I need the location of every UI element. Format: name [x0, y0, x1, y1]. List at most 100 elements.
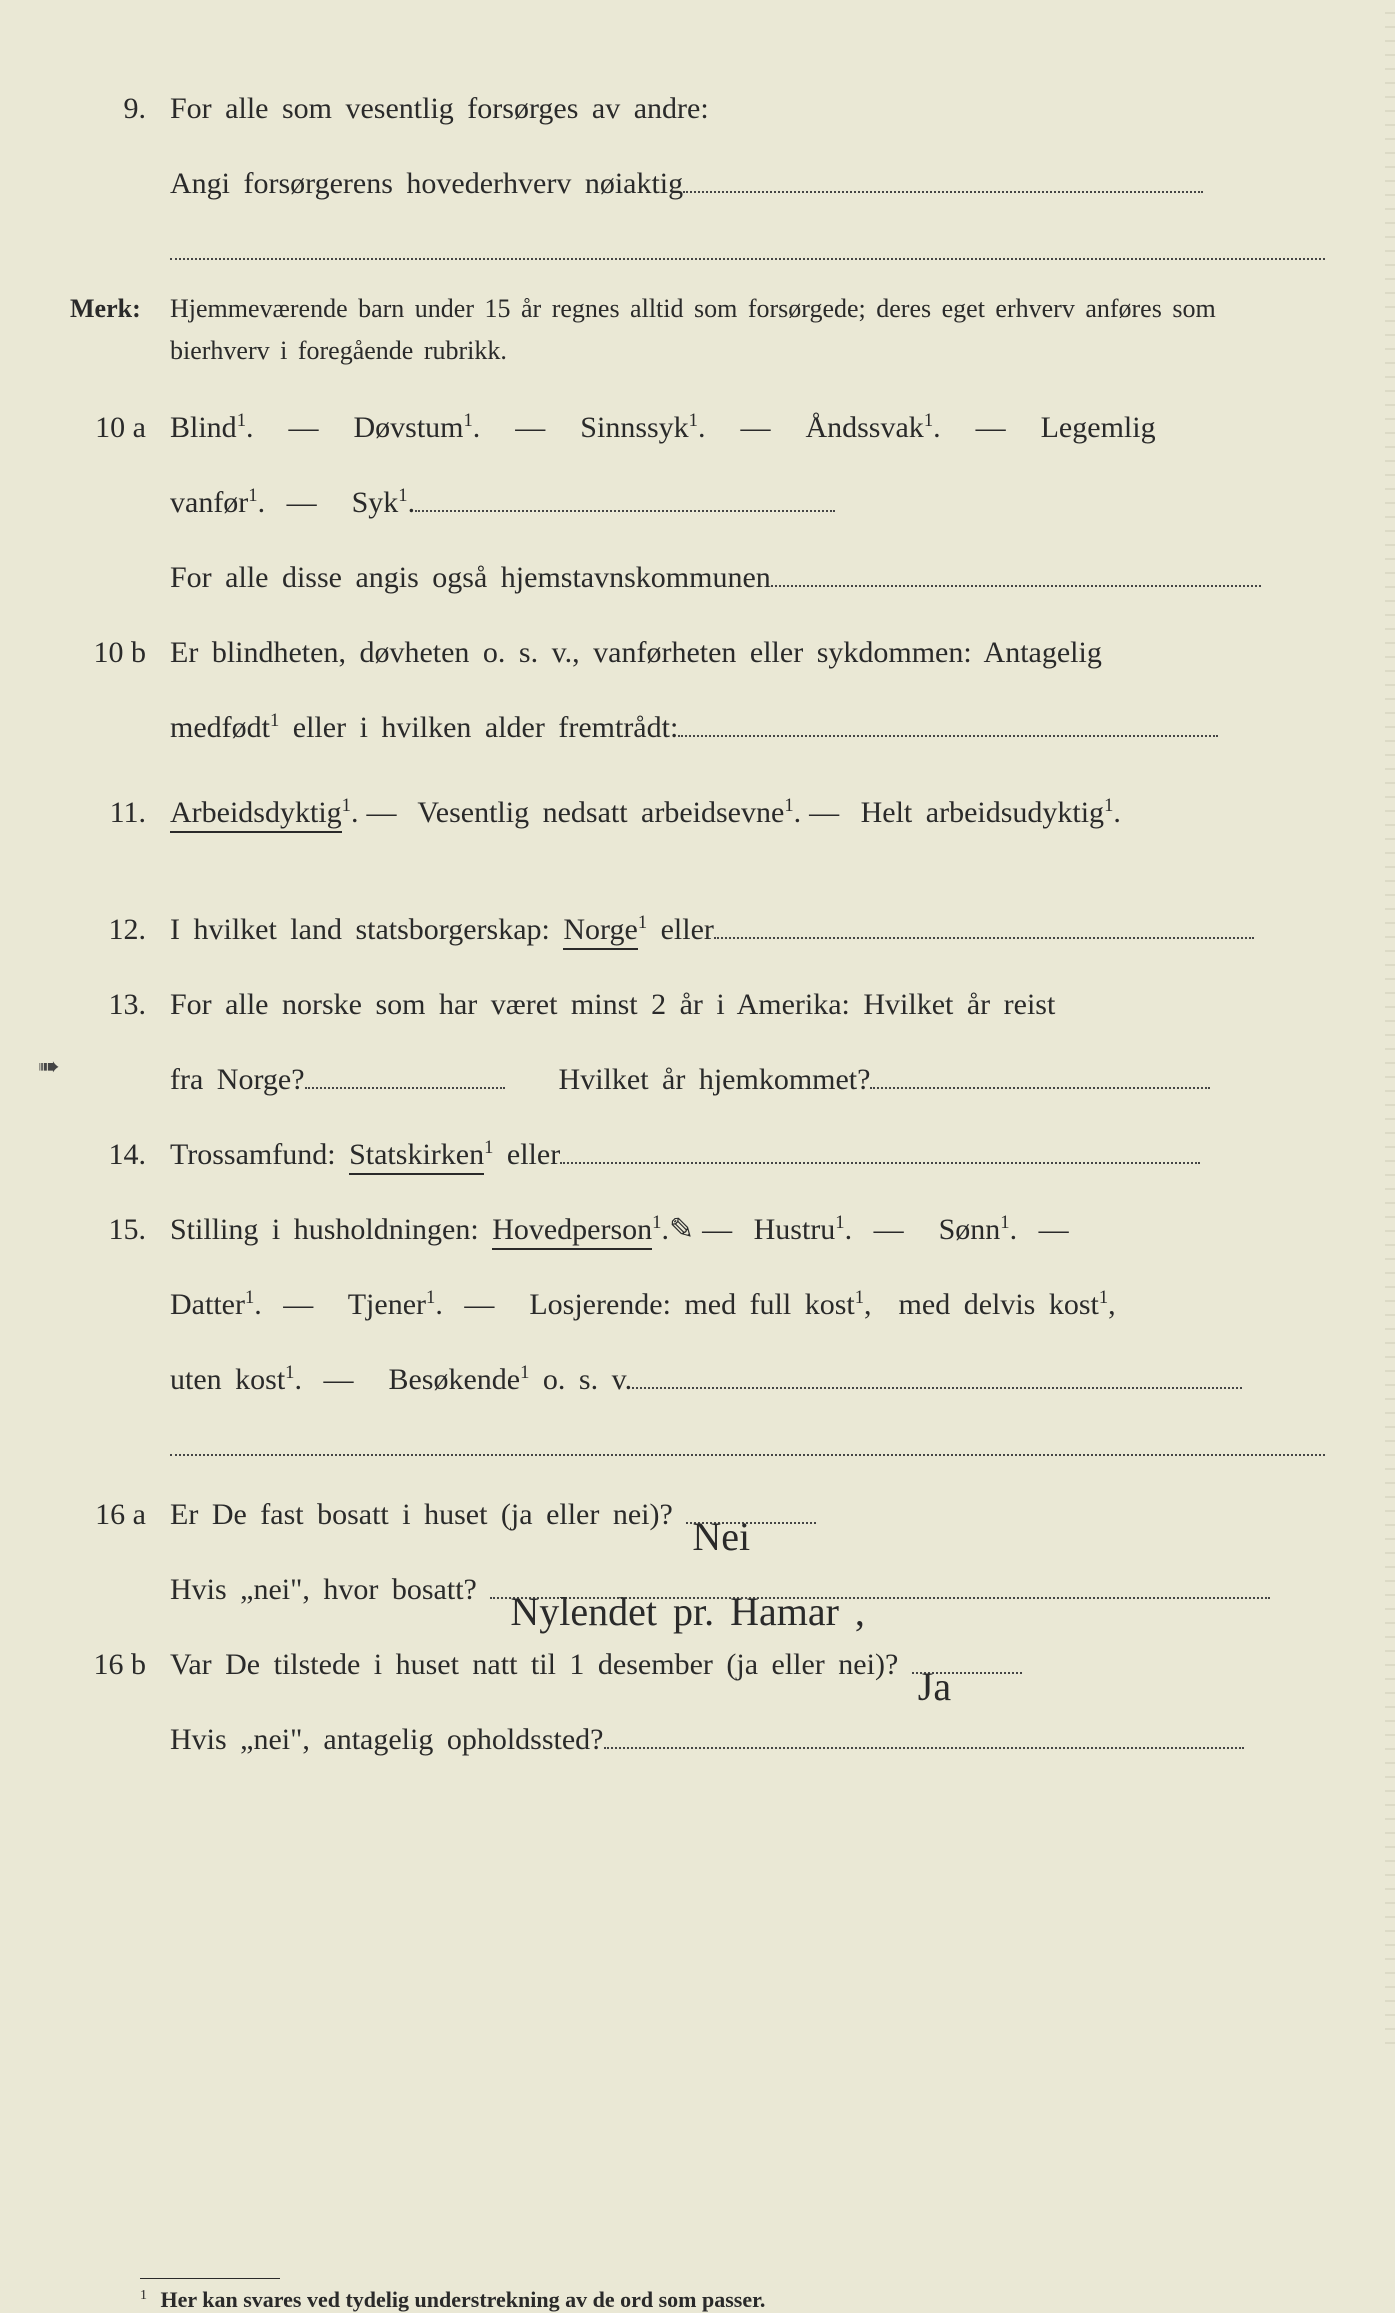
q10a-row1: 10 a Blind1. — Døvstum1. — Sinnssyk1. — …	[70, 399, 1325, 456]
q16b-line1: Var De tilstede i huset natt til 1 desem…	[170, 1636, 1325, 1693]
footnote-num: 1	[140, 2288, 147, 2303]
q10a-blind[interactable]: Blind	[170, 411, 237, 444]
q11-nedsatt[interactable]: Vesentlig nedsatt arbeidsevne	[417, 796, 784, 829]
q10a-options: Blind1. — Døvstum1. — Sinnssyk1. — Åndss…	[170, 399, 1325, 456]
q16a-q2: Hvis „nei", hvor bosatt?	[170, 1573, 477, 1606]
merk-row: Merk: Hjemmeværende barn under 15 år reg…	[70, 284, 1325, 371]
q16b-answer1-value: Ja	[918, 1649, 951, 1678]
q15-blank-full[interactable]	[170, 1426, 1325, 1456]
q10b-row1: 10 b Er blindheten, døvheten o. s. v., v…	[70, 624, 1325, 681]
q15-blank[interactable]	[632, 1360, 1242, 1389]
q15-row1: 15. Stilling i husholdningen: Hovedperso…	[70, 1201, 1325, 1258]
q16b-line2: Hvis „nei", antagelig opholdssted?	[170, 1711, 1325, 1768]
q13-text1: For alle norske som har været minst 2 år…	[170, 976, 1325, 1033]
q10a-line3: For alle disse angis også hjemstavnskomm…	[170, 549, 1325, 606]
q12-text: I hvilket land statsborgerskap: Norge1 e…	[170, 901, 1325, 958]
q13-row2: fra Norge? Hvilket år hjemkommet?	[70, 1051, 1325, 1108]
q13-franorge: fra Norge?	[170, 1063, 305, 1096]
q9-blank[interactable]	[683, 164, 1203, 193]
q15-line3: uten kost1. — Besøkende1 o. s. v.	[170, 1351, 1325, 1408]
q10a-row2: vanfør1. — Syk1.	[70, 474, 1325, 531]
q10a-legemlig[interactable]: Legemlig	[1041, 411, 1156, 444]
q13-hjemkommet: Hvilket år hjemkommet?	[559, 1063, 871, 1096]
q12-norge-selected[interactable]: Norge	[563, 913, 637, 950]
merk-text: Hjemmeværende barn under 15 år regnes al…	[170, 288, 1325, 371]
q16a-row1: 16 a Er De fast bosatt i huset (ja eller…	[70, 1486, 1325, 1543]
q13-row1: 13. For alle norske som har været minst …	[70, 976, 1325, 1033]
q10a-number: 10 a	[70, 399, 170, 456]
q10a-hjemstavns: For alle disse angis også hjemstavnskomm…	[170, 561, 771, 594]
q12-number: 12.	[70, 901, 170, 958]
q15-fullkost[interactable]: Losjerende: med full kost	[529, 1288, 854, 1321]
q16a-answer2-field[interactable]: Nylendet pr. Hamar ,	[490, 1570, 1270, 1599]
q9-text1: For alle som vesentlig forsørges av andr…	[170, 80, 1325, 137]
q16b-q2: Hvis „nei", antagelig opholdssted?	[170, 1723, 604, 1756]
q10a-blank2[interactable]	[771, 558, 1261, 587]
q10b-text1: Er blindheten, døvheten o. s. v., vanfør…	[170, 624, 1325, 681]
q11-row: 11. Arbeidsdyktig1.— Vesentlig nedsatt a…	[70, 784, 1325, 841]
q16b-row2: Hvis „nei", antagelig opholdssted?	[70, 1711, 1325, 1768]
q10b-blank[interactable]	[678, 708, 1218, 737]
q14-blank[interactable]	[560, 1135, 1200, 1164]
footnote-rule	[140, 2278, 280, 2279]
q15-besokende[interactable]: Besøkende	[388, 1363, 520, 1396]
q12-eller: eller	[647, 913, 714, 946]
q16a-row2: Hvis „nei", hvor bosatt? Nylendet pr. Ha…	[70, 1561, 1325, 1618]
q13-number: 13.	[70, 976, 170, 1033]
q10b-number: 10 b	[70, 624, 170, 681]
q15-sonn[interactable]: Sønn	[939, 1213, 1001, 1246]
q11-options: Arbeidsdyktig1.— Vesentlig nedsatt arbei…	[170, 784, 1325, 841]
q16a-answer1-field[interactable]: Nei	[686, 1495, 816, 1524]
q12-blank[interactable]	[714, 910, 1254, 939]
merk-label: Merk:	[70, 284, 170, 333]
q10a-andssvak[interactable]: Åndssvak	[805, 411, 923, 444]
footnote: 1 Her kan svares ved tydelig understrekn…	[140, 2287, 1325, 2313]
q10a-line2: vanfør1. — Syk1.	[170, 474, 1325, 531]
q16a-answer1-value: Nei	[692, 1499, 750, 1528]
q10b-medfodt[interactable]: medfødt	[170, 711, 270, 744]
q14-text: Trossamfund: Statskirken1 eller	[170, 1126, 1325, 1183]
q9-number: 9.	[70, 80, 170, 137]
q9-blank-full[interactable]	[170, 230, 1325, 260]
q16a-line2: Hvis „nei", hvor bosatt? Nylendet pr. Ha…	[170, 1561, 1325, 1618]
q10b-row2: medfødt1 eller i hvilken alder fremtrådt…	[70, 699, 1325, 756]
q13-line2: fra Norge? Hvilket år hjemkommet?	[170, 1051, 1325, 1108]
q14-statskirken-selected[interactable]: Statskirken	[349, 1138, 484, 1175]
q15-datter[interactable]: Datter	[170, 1288, 245, 1321]
census-form-page: 9. For alle som vesentlig forsørges av a…	[0, 0, 1395, 2048]
q16a-number: 16 a	[70, 1486, 170, 1543]
q10a-blank1[interactable]	[415, 483, 835, 512]
q13-blank1[interactable]	[305, 1060, 505, 1089]
q9-row1: 9. For alle som vesentlig forsørges av a…	[70, 80, 1325, 137]
q15-pre: Stilling i husholdningen:	[170, 1213, 492, 1246]
q15-delviskost[interactable]: med delvis kost	[899, 1288, 1099, 1321]
q9-line2-label: Angi forsørgerens hovederhverv nøiaktig	[170, 167, 683, 200]
q14-pre: Trossamfund:	[170, 1138, 349, 1171]
q10a-vanfor[interactable]: vanfør	[170, 486, 248, 519]
q15-margin-mark: ➠	[38, 1052, 60, 1082]
q15-hustru[interactable]: Hustru	[754, 1213, 836, 1246]
q11-udyktig[interactable]: Helt arbeidsudyktig	[861, 796, 1104, 829]
q15-tjener[interactable]: Tjener	[348, 1288, 426, 1321]
q14-number: 14.	[70, 1126, 170, 1183]
q15-row2: Datter1. — Tjener1. — Losjerende: med fu…	[70, 1276, 1325, 1333]
q10a-row3: For alle disse angis også hjemstavnskomm…	[70, 549, 1325, 606]
q15-hovedperson-selected[interactable]: Hovedperson	[492, 1213, 652, 1250]
q11-arbeidsdyktig-selected[interactable]: Arbeidsdyktig	[170, 796, 342, 833]
q10a-syk[interactable]: Syk	[352, 486, 399, 519]
q9-row2: Angi forsørgerens hovederhverv nøiaktig	[70, 155, 1325, 212]
q15-line1: Stilling i husholdningen: Hovedperson1.✎…	[170, 1201, 1325, 1258]
q10a-sinnssyk[interactable]: Sinnssyk	[580, 411, 688, 444]
q16a-line1: Er De fast bosatt i huset (ja eller nei)…	[170, 1486, 1325, 1543]
q16b-answer1-field[interactable]: Ja	[912, 1645, 1022, 1674]
q13-blank2[interactable]	[870, 1060, 1210, 1089]
q16a-answer2-value: Nylendet pr. Hamar ,	[510, 1574, 865, 1603]
q12-row: 12. I hvilket land statsborgerskap: Norg…	[70, 901, 1325, 958]
page-edge-deckle	[1385, 0, 1395, 2048]
q15-row3: uten kost1. — Besøkende1 o. s. v.	[70, 1351, 1325, 1408]
q11-number: 11.	[70, 784, 170, 841]
q10a-dovstum[interactable]: Døvstum	[353, 411, 463, 444]
q9-text2: Angi forsørgerens hovederhverv nøiaktig	[170, 155, 1325, 212]
q15-utenkost[interactable]: uten kost	[170, 1363, 285, 1396]
q16b-blank[interactable]	[604, 1720, 1244, 1749]
